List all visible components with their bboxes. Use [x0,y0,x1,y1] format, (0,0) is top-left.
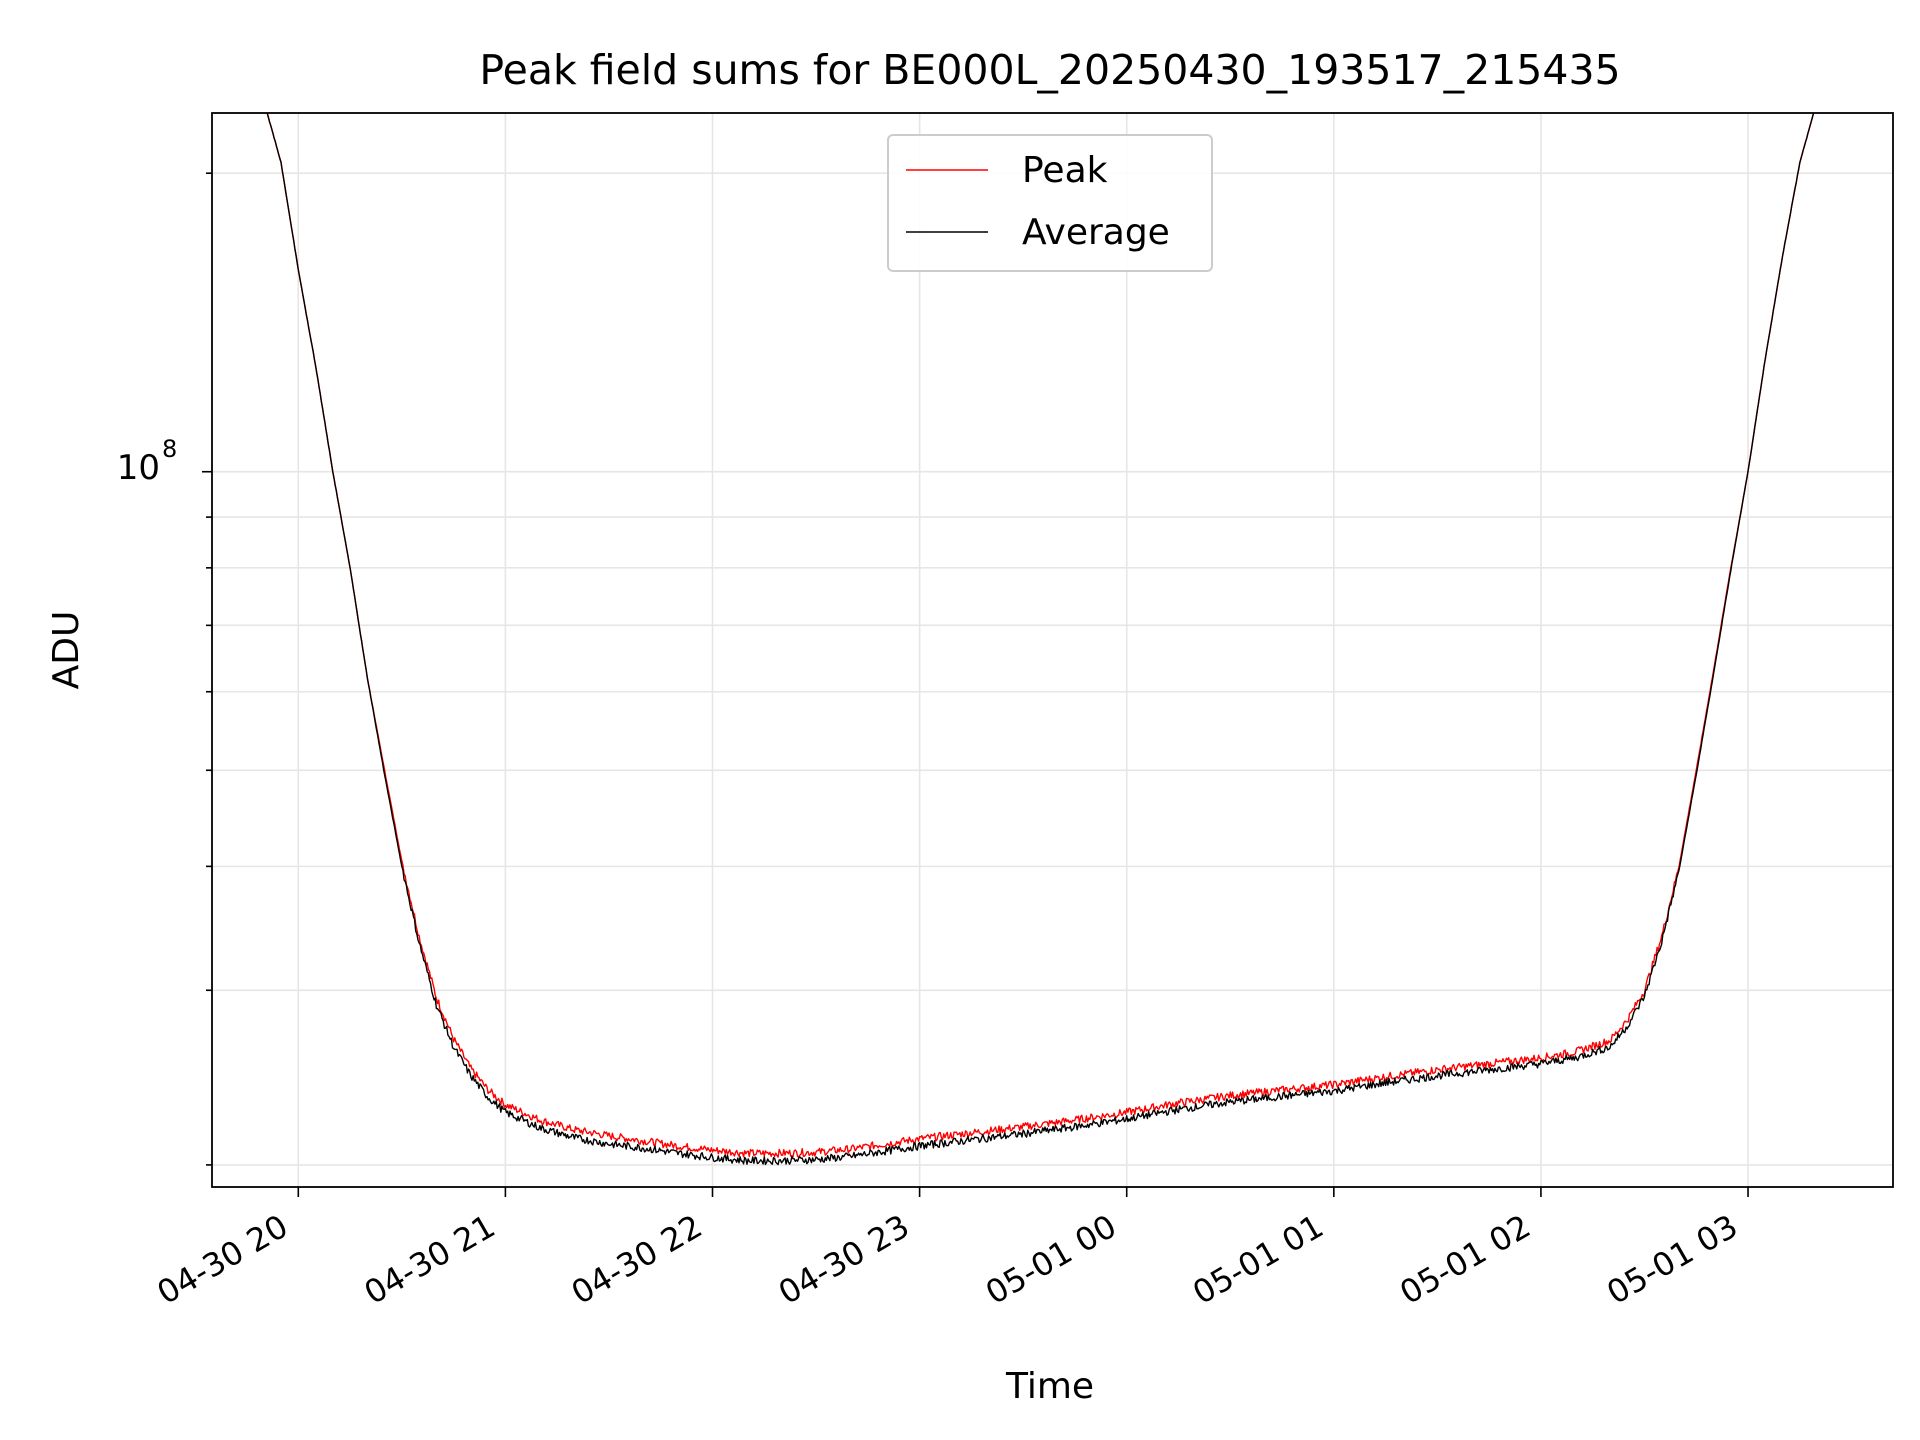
legend-box [887,134,1213,272]
x-tick-label: 05-01 03 [1600,1207,1744,1312]
series-line-peak [266,112,1815,1158]
x-tick-label: 04-30 21 [358,1207,502,1312]
x-tick-label: 05-01 02 [1393,1207,1537,1312]
legend-label-average: Average [1022,212,1170,253]
y-tick-label-exponent: 8 [162,435,177,463]
x-tick-label: 04-30 20 [151,1207,295,1312]
y-tick-label-base: 10 [117,448,160,488]
x-axis-label: Time [1005,1366,1094,1407]
x-axis-ticks: 04-30 20 04-30 21 04-30 22 04-30 23 05-01 00… [151,1187,1749,1312]
chart-title: Peak field sums for BE000L_20250430_1935… [479,46,1620,94]
grid-layer [212,113,1893,1187]
plot-frame [211,112,1894,1188]
x-tick-label: 05-01 00 [979,1207,1123,1312]
series-layer [266,112,1815,1166]
legend-label-peak: Peak [1022,150,1108,191]
x-tick-label: 04-30 22 [565,1207,709,1312]
y-axis-label: ADU [46,611,87,690]
y-tick-label-1e8: 10 8 [117,435,178,488]
series-line-average [266,112,1815,1166]
legend: Peak Average [887,134,1213,272]
y-axis-ticks [202,172,212,1166]
x-tick-label: 05-01 01 [1186,1207,1330,1312]
x-tick-label: 04-30 23 [772,1207,916,1312]
